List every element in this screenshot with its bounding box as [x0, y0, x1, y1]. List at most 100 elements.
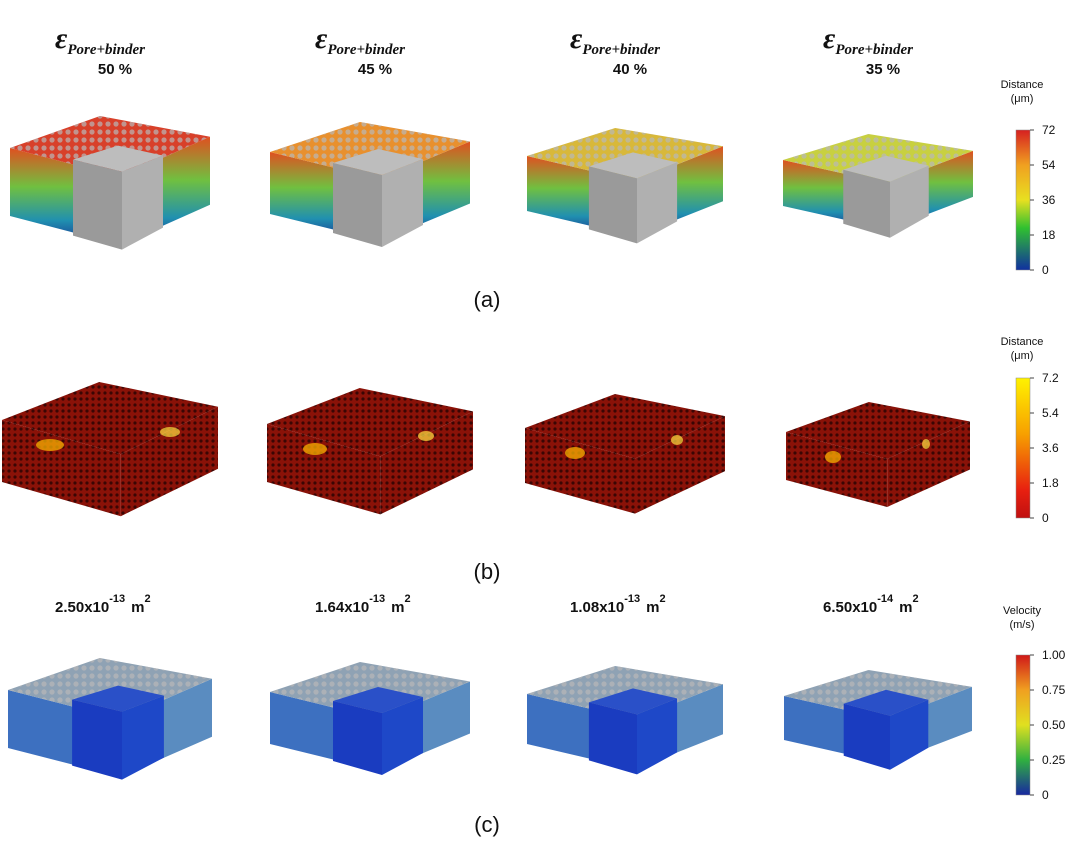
box-right: [887, 421, 970, 507]
colorbar-tick-label: 18: [1042, 228, 1056, 242]
cutout-left: [73, 159, 122, 250]
unit: m: [899, 599, 912, 616]
colorbar-tick-label: 1.8: [1042, 476, 1059, 490]
cutout-right: [382, 697, 423, 775]
cutout-left: [843, 703, 890, 770]
colorbar-tick-label: 0.75: [1042, 683, 1066, 697]
subscript: Pore+binder: [67, 42, 145, 58]
structure-c: [270, 662, 470, 775]
subscript: Pore+binder: [582, 42, 660, 58]
box-left: [2, 420, 121, 517]
structure-a: [10, 116, 210, 250]
cutout-left: [588, 166, 637, 244]
box-top: [786, 402, 970, 459]
structure-c: [527, 666, 723, 775]
structure-c: [8, 658, 212, 780]
cutout-top: [588, 688, 678, 715]
box-right: [380, 411, 473, 515]
colorbar-tick-label: 54: [1042, 158, 1056, 172]
unit-exponent: 2: [144, 593, 150, 605]
porosity-value: 35 %: [866, 61, 900, 78]
colorbar-tick-label: 1.00: [1042, 648, 1066, 662]
colorbar: [1015, 129, 1031, 271]
structure-a: [783, 134, 973, 238]
exponent: -13: [624, 593, 640, 605]
structure-a: [270, 122, 470, 247]
structure-a: [527, 128, 723, 244]
unit: m: [391, 599, 404, 616]
cutout-top: [333, 687, 423, 713]
box-right: [635, 416, 725, 514]
colorbar-tick-label: 7.2: [1042, 371, 1059, 385]
cutout-left: [333, 701, 382, 775]
colorbar: [1015, 377, 1031, 519]
cutout-right: [637, 162, 678, 244]
porosity-symbol: εPore+binder: [55, 22, 145, 58]
cutout-left: [588, 702, 637, 775]
hotspot: [418, 431, 434, 441]
box-right: [120, 406, 218, 517]
hotspot: [825, 451, 841, 463]
colorbar-tick-label: 0.50: [1042, 718, 1066, 732]
structure-b: [267, 388, 473, 515]
porosity-symbol: εPore+binder: [315, 22, 405, 58]
box-left: [786, 432, 888, 507]
permeability: 6.50x10-14 m2: [823, 593, 919, 616]
unit-exponent: 2: [912, 593, 918, 605]
porosity-value: 45 %: [358, 61, 392, 78]
colorbar-tick-label: 0: [1042, 263, 1049, 277]
colorbar-unit: (μm): [1011, 93, 1034, 105]
exponent: -13: [369, 593, 385, 605]
cutout-left: [333, 163, 382, 247]
mantissa: 2.50x10: [55, 599, 109, 616]
permeability: 1.64x10-13 m2: [315, 593, 411, 616]
subscript: Pore+binder: [327, 42, 405, 58]
cutout-left: [72, 699, 122, 780]
panel-label: (a): [474, 287, 501, 312]
symbol: ε: [315, 22, 328, 55]
cutout-left: [843, 169, 890, 238]
porosity-symbol: εPore+binder: [570, 22, 660, 58]
box-left: [267, 424, 381, 515]
cutout-right: [890, 699, 929, 770]
unit: m: [131, 599, 144, 616]
unit: m: [646, 599, 659, 616]
colorbar-tick-label: 72: [1042, 123, 1056, 137]
colorbar-tick-label: 0.25: [1042, 753, 1066, 767]
grain-overlay: [270, 122, 470, 179]
cutout-top: [333, 149, 423, 175]
panel-label: (c): [474, 812, 500, 837]
hotspot: [303, 443, 327, 455]
hotspot: [36, 439, 64, 451]
cutout-right: [122, 695, 164, 780]
mantissa: 6.50x10: [823, 599, 877, 616]
colorbar-tick-label: 0: [1042, 511, 1049, 525]
hotspot: [160, 427, 180, 437]
colorbar-tick-label: 3.6: [1042, 441, 1059, 455]
porosity-value: 50 %: [98, 61, 132, 78]
box-top: [525, 394, 725, 459]
colorbar-tick-label: 36: [1042, 193, 1056, 207]
cutout-right: [382, 159, 423, 247]
colorbar-unit: (m/s): [1009, 619, 1034, 631]
porosity-symbol: εPore+binder: [823, 22, 913, 58]
cutout-right: [122, 155, 163, 250]
exponent: -13: [109, 593, 125, 605]
cutout-top: [843, 155, 929, 182]
porosity-value: 40 %: [613, 61, 647, 78]
structure-b: [786, 402, 970, 507]
grain-overlay: [527, 128, 723, 182]
cutout-right: [890, 165, 929, 238]
panel-label: (b): [474, 559, 501, 584]
box-left: [525, 428, 635, 514]
mantissa: 1.64x10: [315, 599, 369, 616]
hotspot: [922, 439, 930, 449]
colorbar-title: Distance: [1001, 79, 1044, 91]
grain-overlay: [10, 116, 210, 177]
colorbar-tick-label: 5.4: [1042, 406, 1059, 420]
symbol: ε: [823, 22, 836, 55]
exponent: -14: [877, 593, 894, 605]
symbol: ε: [55, 22, 68, 55]
